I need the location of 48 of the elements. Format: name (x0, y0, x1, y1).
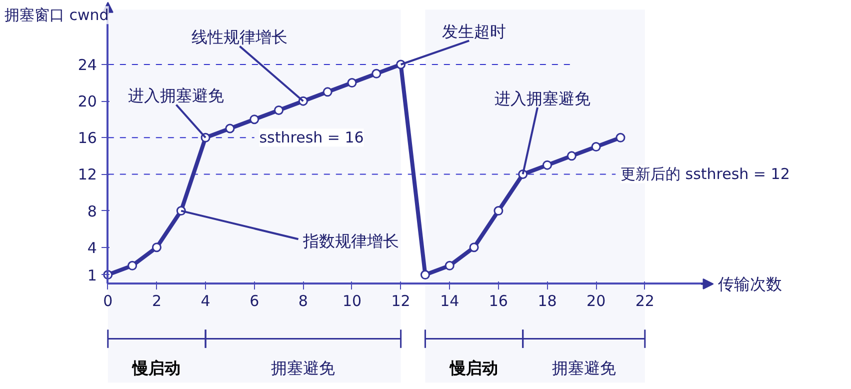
band-label: 慢启动 (132, 358, 181, 378)
x-tick-label: 14 (440, 292, 460, 310)
x-tick-label: 6 (250, 292, 260, 310)
band-label: 拥塞避免 (271, 358, 336, 378)
x-tick-label: 8 (298, 292, 308, 310)
ref-line-label: ssthresh = 16 (259, 128, 364, 147)
x-axis-title: 传输次数 (718, 274, 782, 294)
annotation: 进入拥塞避免 (128, 86, 224, 106)
point (542, 160, 552, 170)
x-tick-label: 10 (342, 292, 362, 310)
point (616, 132, 626, 142)
point (152, 242, 162, 252)
point (469, 242, 479, 252)
point (274, 105, 284, 115)
point (372, 68, 382, 78)
annotation: 指数规律增长 (302, 231, 400, 250)
x-tick-label: 12 (391, 292, 410, 310)
point (591, 142, 601, 152)
annotation: 进入拥塞避免 (494, 88, 590, 108)
point (494, 206, 504, 216)
point (566, 151, 576, 161)
y-tick-label: 4 (87, 238, 97, 257)
point (225, 124, 235, 134)
annotation: 线性规律增长 (192, 28, 288, 47)
point (250, 114, 260, 124)
y-tick-label: 1 (87, 266, 97, 284)
x-tick-label: 0 (103, 292, 113, 310)
y-tick-label: 16 (78, 129, 97, 148)
x-tick-label: 4 (200, 292, 210, 310)
x-tick-label: 20 (586, 292, 606, 310)
point (347, 78, 357, 88)
point (420, 270, 430, 280)
x-tick-label: 16 (488, 292, 508, 310)
y-axis-title: 拥塞窗口 cwnd (4, 6, 109, 24)
band-label: 慢启动 (449, 358, 498, 378)
x-tick-label: 2 (152, 292, 162, 310)
ref-line-label: 更新后的 ssthresh = 12 (620, 165, 790, 184)
x-tick-label: 22 (635, 292, 654, 310)
band-label: 拥塞避免 (552, 358, 616, 378)
y-tick-label: 8 (87, 202, 97, 220)
point (444, 260, 454, 270)
point (322, 87, 332, 97)
x-tick-label: 18 (538, 292, 557, 310)
y-tick-label: 24 (78, 56, 97, 74)
y-tick-label: 12 (78, 166, 97, 184)
annotation: 发生超时 (442, 22, 506, 42)
y-tick-label: 20 (78, 92, 97, 111)
point (128, 260, 138, 270)
